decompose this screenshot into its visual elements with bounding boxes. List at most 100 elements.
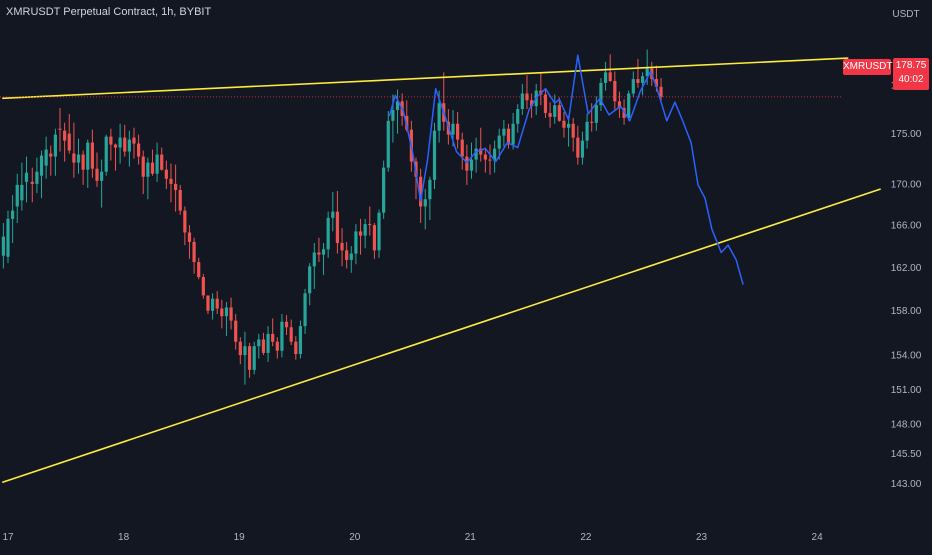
candle-body — [368, 224, 372, 226]
candle-body — [197, 262, 201, 278]
projection-group[interactable] — [388, 54, 744, 285]
candle-body — [317, 252, 321, 255]
candle-body — [599, 82, 603, 106]
candle — [308, 263, 312, 306]
countdown-timer: 40:02 — [898, 74, 924, 85]
candle — [562, 111, 566, 138]
candle — [49, 145, 53, 176]
y-tick-label: 151.00 — [891, 385, 922, 396]
candle-body — [298, 326, 303, 355]
candle — [627, 90, 631, 121]
candle — [335, 191, 340, 254]
x-tick-label: 24 — [812, 532, 824, 543]
projection-path[interactable] — [388, 54, 744, 285]
candle — [164, 160, 168, 189]
candle — [553, 94, 557, 124]
candle — [284, 315, 289, 336]
candle-body — [303, 293, 307, 327]
candle-body — [613, 80, 617, 102]
candle-body — [215, 298, 219, 309]
candle-body — [451, 123, 455, 135]
candle-body — [308, 266, 312, 294]
candle — [234, 314, 238, 350]
x-tick-label: 22 — [580, 532, 592, 543]
candle — [183, 206, 187, 246]
candle — [298, 320, 303, 359]
support-trendline[interactable] — [1, 188, 881, 484]
candle-body — [49, 153, 53, 157]
candle — [516, 104, 520, 133]
candle-body — [516, 109, 520, 124]
candle-body — [118, 137, 122, 148]
candle-body — [636, 79, 640, 83]
candle — [35, 157, 39, 194]
x-axis[interactable]: 17 18 19 20 21 22 23 24 — [2, 532, 823, 543]
candle-body — [340, 242, 344, 251]
candle-body — [479, 148, 483, 155]
candle-body — [493, 148, 497, 161]
candle-body — [206, 295, 210, 311]
candle — [576, 125, 580, 165]
candle-body — [603, 72, 608, 83]
candle — [419, 168, 423, 224]
candle-body — [571, 123, 575, 138]
candle-body — [20, 184, 24, 201]
candle — [580, 131, 585, 165]
candle-body — [488, 159, 492, 161]
candle-body — [271, 333, 275, 342]
candle — [423, 188, 427, 230]
candle-body — [469, 159, 474, 171]
last-price-value: 178.75 — [895, 60, 927, 71]
candle-body — [86, 142, 90, 170]
candle — [224, 301, 229, 337]
candle — [247, 342, 252, 378]
candle-body — [169, 178, 173, 184]
candle-body — [349, 253, 353, 260]
resistance-trendline[interactable] — [2, 57, 849, 100]
candle — [95, 152, 99, 187]
candle-body — [576, 137, 580, 158]
candle-body — [345, 250, 349, 260]
candle — [345, 241, 349, 269]
candle-body — [566, 123, 571, 128]
candle — [659, 78, 663, 102]
candle — [215, 291, 219, 315]
y-axis[interactable]: 180.00175.00170.00166.00162.00158.00154.… — [891, 80, 922, 490]
candle-body — [659, 86, 663, 97]
candle-body — [173, 183, 178, 191]
candle-body — [15, 184, 19, 207]
candle — [271, 318, 275, 347]
candle — [469, 142, 474, 179]
x-tick-label: 19 — [234, 532, 246, 543]
candle — [72, 122, 76, 178]
candle-body — [617, 101, 622, 109]
candle — [11, 195, 15, 243]
candle-body — [590, 121, 594, 123]
candle — [368, 206, 372, 236]
candle — [63, 122, 67, 162]
candle — [238, 337, 242, 365]
candle — [150, 149, 155, 176]
candle — [90, 129, 94, 178]
candle-body — [192, 241, 196, 263]
candle-body — [11, 210, 15, 219]
candle — [613, 71, 617, 112]
candle-body — [580, 140, 585, 158]
candle — [127, 130, 131, 167]
candle-body — [24, 172, 29, 182]
candles-group — [1, 49, 663, 385]
candle-body — [243, 346, 247, 356]
candle-body — [104, 136, 108, 172]
candle-body — [289, 327, 293, 342]
candle — [502, 119, 506, 147]
candle-body — [100, 171, 104, 181]
candle — [6, 210, 10, 264]
trendlines-group[interactable] — [1, 57, 881, 484]
x-tick-label: 17 — [2, 532, 14, 543]
last-price-box: 178.75 40:02 — [893, 58, 929, 90]
y-tick-label: 175.00 — [891, 129, 922, 140]
candle-body — [474, 148, 478, 160]
candle — [428, 176, 432, 220]
candle — [141, 150, 145, 195]
